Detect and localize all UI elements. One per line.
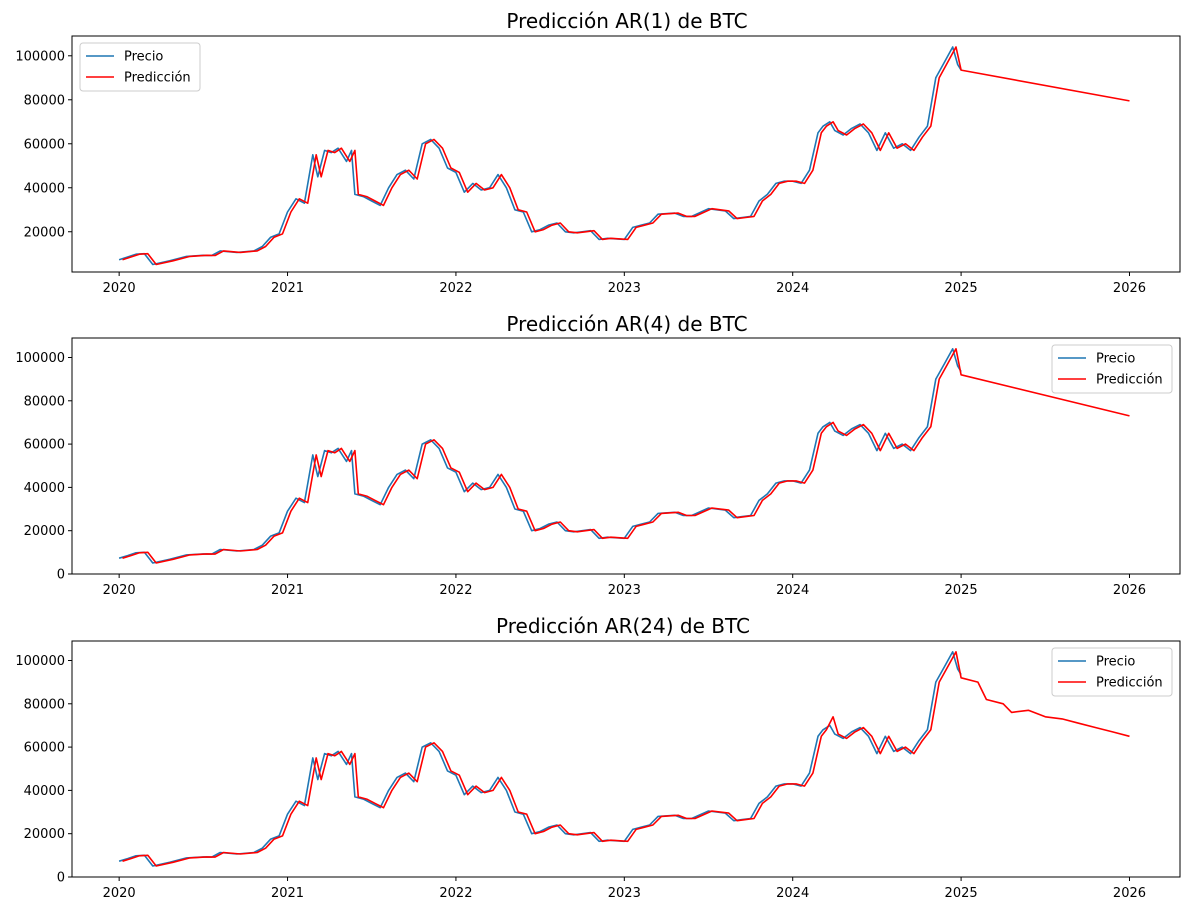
legend-label: Predicción	[124, 71, 191, 86]
y-tick-label: 40000	[24, 481, 65, 496]
x-tick-label: 2022	[439, 583, 472, 598]
legend-box	[1051, 344, 1173, 394]
subplot-1: Predicción AR(1) de BTC 2020 2021 2022 2023…	[15, 9, 1181, 296]
x-tick-label: 2026	[1113, 583, 1146, 598]
plot-area: 2020 2021 2022 2023 2024 2025 2026 20000 40000 60…	[15, 42, 1146, 296]
x-tick-label: 2024	[776, 886, 809, 901]
x-tick-label: 2021	[271, 886, 304, 901]
y-tick-label: 80000	[24, 93, 65, 108]
plot-area: 2020 2021 2022 2023 2024 2025 2026 0 20000 40000 6…	[15, 647, 1173, 901]
x-tick-label: 2020	[103, 281, 136, 296]
x-tick-label: 2020	[103, 886, 136, 901]
series-line-prediccion	[122, 651, 1130, 867]
legend-label: Predicción	[1096, 676, 1163, 691]
chart-title: Predicción AR(4) de BTC	[506, 312, 747, 336]
y-tick-label: 0	[57, 871, 65, 886]
axes-frame	[71, 35, 1181, 273]
y-tick-label: 40000	[24, 784, 65, 799]
x-tick-label: 2024	[776, 281, 809, 296]
legend: Precio Predicción	[1051, 647, 1173, 697]
y-tick-label: 20000	[24, 827, 65, 842]
legend: Precio Predicción	[1051, 344, 1173, 394]
y-tick-label: 80000	[24, 697, 65, 712]
x-tick-label: 2026	[1113, 281, 1146, 296]
x-tick-label: 2022	[439, 281, 472, 296]
y-tick-label: 100000	[15, 49, 65, 64]
x-tick-label: 2024	[776, 583, 809, 598]
y-tick-label: 20000	[24, 225, 65, 240]
y-tick-label: 60000	[24, 438, 65, 453]
series-line-prediccion	[122, 348, 1130, 564]
legend-box	[1051, 647, 1173, 697]
x-tick-label: 2023	[608, 281, 641, 296]
y-tick-label: 60000	[24, 741, 65, 756]
x-tick-label: 2023	[608, 886, 641, 901]
legend-box	[79, 42, 201, 92]
x-tick-label: 2021	[271, 281, 304, 296]
chart-title: Predicción AR(1) de BTC	[506, 9, 747, 33]
plot-area: 2020 2021 2022 2023 2024 2025 2026 0 20000 40000 6…	[15, 344, 1173, 598]
legend-label: Precio	[1096, 352, 1135, 367]
x-tick-label: 2020	[103, 583, 136, 598]
y-tick-label: 100000	[15, 654, 65, 669]
series-line-precio	[118, 46, 962, 266]
axes-frame	[71, 337, 1181, 575]
axes-frame	[71, 640, 1181, 878]
y-tick-label: 60000	[24, 137, 65, 152]
y-tick-label: 100000	[15, 351, 65, 366]
legend-label: Predicción	[1096, 373, 1163, 388]
x-tick-label: 2023	[608, 583, 641, 598]
chart-title: Predicción AR(24) de BTC	[496, 614, 750, 638]
x-tick-label: 2026	[1113, 886, 1146, 901]
legend-label: Precio	[1096, 655, 1135, 670]
subplot-2: Predicción AR(4) de BTC 2020 2021 2022 2023…	[15, 312, 1181, 598]
x-tick-label: 2022	[439, 886, 472, 901]
series-line-precio	[118, 348, 962, 564]
series-line-prediccion	[122, 46, 1130, 266]
y-tick-label: 0	[57, 568, 65, 583]
x-tick-label: 2025	[945, 583, 978, 598]
y-tick-label: 20000	[24, 524, 65, 539]
y-tick-label: 80000	[24, 394, 65, 409]
subplot-3: Predicción AR(24) de BTC 2020 2021 2022 202…	[15, 614, 1181, 901]
x-tick-label: 2021	[271, 583, 304, 598]
x-tick-label: 2025	[945, 886, 978, 901]
legend-label: Precio	[124, 50, 163, 65]
series-line-precio	[118, 651, 962, 867]
x-tick-label: 2025	[945, 281, 978, 296]
legend: Precio Predicción	[79, 42, 201, 92]
y-tick-label: 40000	[24, 181, 65, 196]
